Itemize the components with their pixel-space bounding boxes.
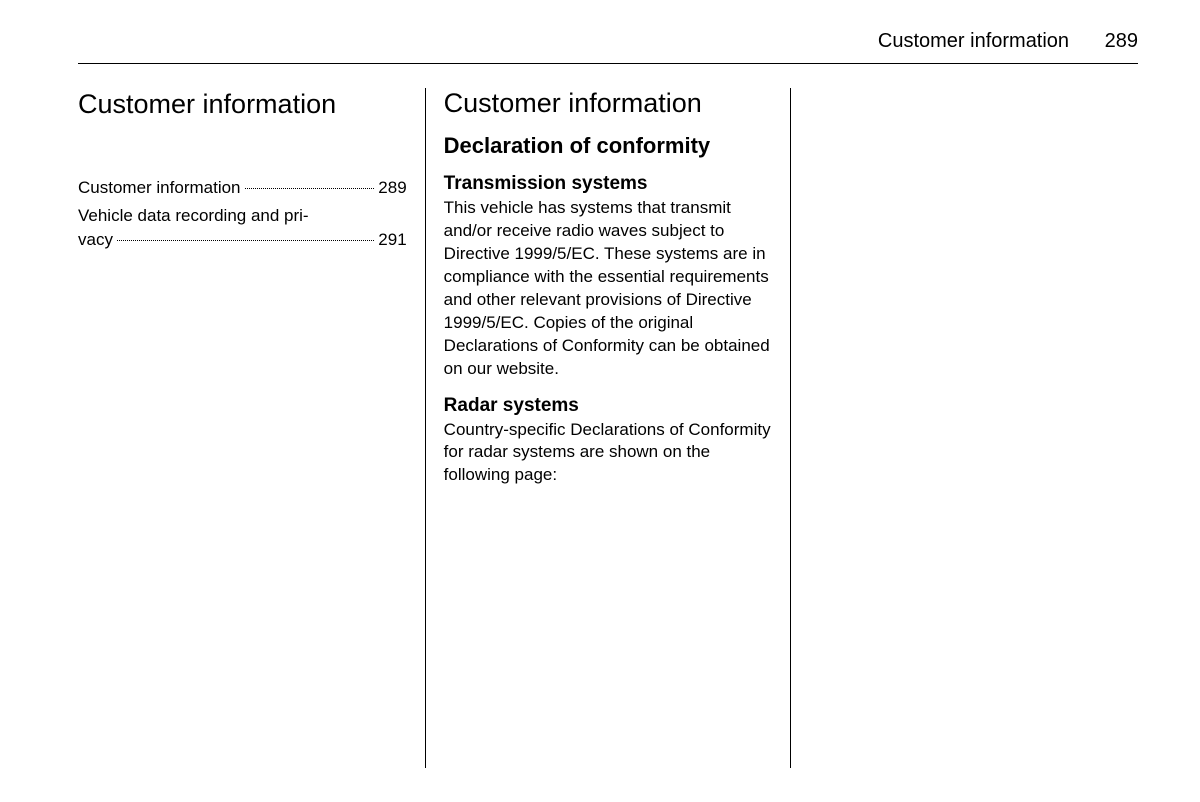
body-text-radar: Country-specific Declarations of Conform… [444, 419, 773, 488]
content-columns: Customer information Customer informatio… [78, 88, 1138, 768]
toc-last-line: vacy 291 [78, 228, 407, 252]
header-title: Customer information [878, 30, 1069, 52]
subsection-title: Declaration of conformity [444, 133, 773, 159]
header-page-number: 289 [1105, 30, 1138, 52]
toc-text: vacy [78, 228, 113, 252]
subheading-transmission: Transmission systems [444, 173, 773, 195]
chapter-title: Customer information [78, 88, 407, 120]
section-title: Customer information [444, 88, 773, 119]
toc-page: 289 [378, 176, 406, 200]
toc-dots [245, 188, 375, 189]
page-header: Customer information 289 [78, 30, 1138, 64]
toc-entry-1: Customer information 289 [78, 176, 407, 200]
toc-dots [117, 240, 374, 241]
body-text-transmission: This vehicle has systems that transmit a… [444, 197, 773, 381]
toc-line1: Vehicle data recording and pri‐ [78, 204, 407, 228]
toc-page: 291 [378, 228, 406, 252]
toc-entry-2: Vehicle data recording and pri‐ vacy 291 [78, 204, 407, 252]
column-2: Customer information Declaration of conf… [426, 88, 791, 768]
subheading-radar: Radar systems [444, 395, 773, 417]
toc-text: Customer information [78, 176, 241, 200]
column-3 [791, 88, 1138, 768]
column-1: Customer information Customer informatio… [78, 88, 425, 768]
